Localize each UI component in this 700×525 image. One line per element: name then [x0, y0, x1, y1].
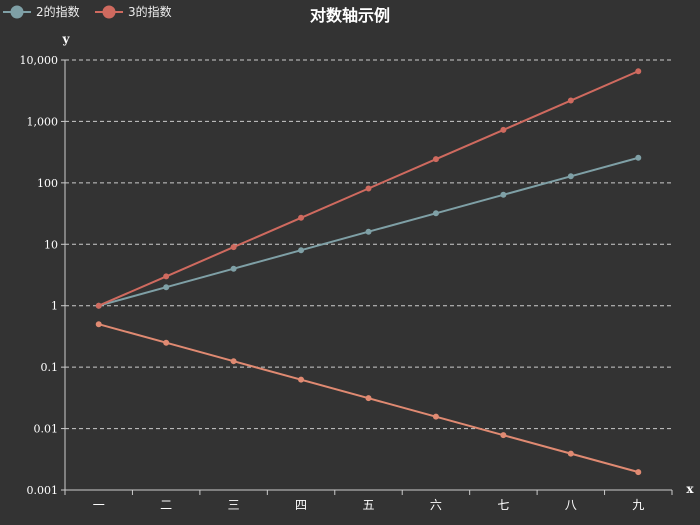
- legend-label: 3的指数: [128, 4, 172, 19]
- x-axis-label: x: [686, 482, 694, 496]
- x-tick-label: 一: [93, 498, 105, 512]
- x-tick-label: 五: [362, 498, 374, 512]
- x-tick-label: 七: [497, 498, 509, 512]
- data-point: [95, 302, 102, 309]
- y-tick-label: 10,000: [20, 54, 59, 67]
- y-tick-label: 1: [51, 300, 58, 313]
- data-point: [163, 273, 170, 280]
- data-point: [635, 68, 642, 75]
- x-tick-label: 八: [565, 498, 577, 512]
- data-point: [163, 339, 170, 346]
- data-point: [365, 185, 372, 192]
- legend[interactable]: 2的指数 3的指数: [3, 4, 172, 19]
- legend-marker: [10, 5, 24, 19]
- grid-lines: [65, 59, 672, 430]
- data-point: [635, 469, 642, 476]
- data-point: [500, 191, 507, 198]
- data-point: [567, 97, 574, 104]
- x-tick-label: 九: [632, 498, 644, 512]
- data-point: [365, 228, 372, 235]
- data-point: [567, 173, 574, 180]
- chart-title: 对数轴示例: [310, 6, 390, 25]
- x-tick-label: 六: [430, 498, 442, 512]
- y-tick-label: 1,000: [27, 115, 59, 128]
- x-tick-label: 三: [228, 498, 240, 512]
- data-point: [298, 247, 305, 254]
- y-tick-label: 100: [37, 177, 58, 190]
- legend-marker: [102, 5, 116, 19]
- x-tick-label: 二: [160, 498, 172, 512]
- data-point: [432, 210, 439, 217]
- data-point: [365, 395, 372, 402]
- y-tick-label: 0.1: [41, 361, 59, 374]
- data-point: [163, 284, 170, 291]
- y-tick-label: 0.001: [27, 484, 59, 497]
- x-tick-label: 四: [295, 498, 307, 512]
- data-point: [230, 358, 237, 365]
- series-lines: [95, 68, 642, 476]
- legend-item-1[interactable]: 2的指数: [3, 4, 80, 19]
- data-point: [500, 432, 507, 439]
- data-point: [567, 450, 574, 457]
- axes: 0.001 0.01 0.1 1 10 100 1,000 10,000 一 二 三 四 五 六 七 八 九: [20, 54, 673, 512]
- data-point: [298, 376, 305, 383]
- legend-label: 2的指数: [36, 4, 80, 19]
- data-point: [432, 156, 439, 163]
- data-point: [230, 265, 237, 272]
- data-point: [635, 154, 642, 161]
- data-point: [432, 413, 439, 420]
- data-point: [500, 126, 507, 133]
- legend-item-2[interactable]: 3的指数: [95, 4, 172, 19]
- data-point: [95, 321, 102, 328]
- data-point: [230, 244, 237, 251]
- y-tick-label: 0.01: [34, 423, 59, 436]
- y-axis-label: y: [62, 32, 71, 46]
- data-point: [298, 214, 305, 221]
- y-tick-label: 10: [44, 238, 58, 251]
